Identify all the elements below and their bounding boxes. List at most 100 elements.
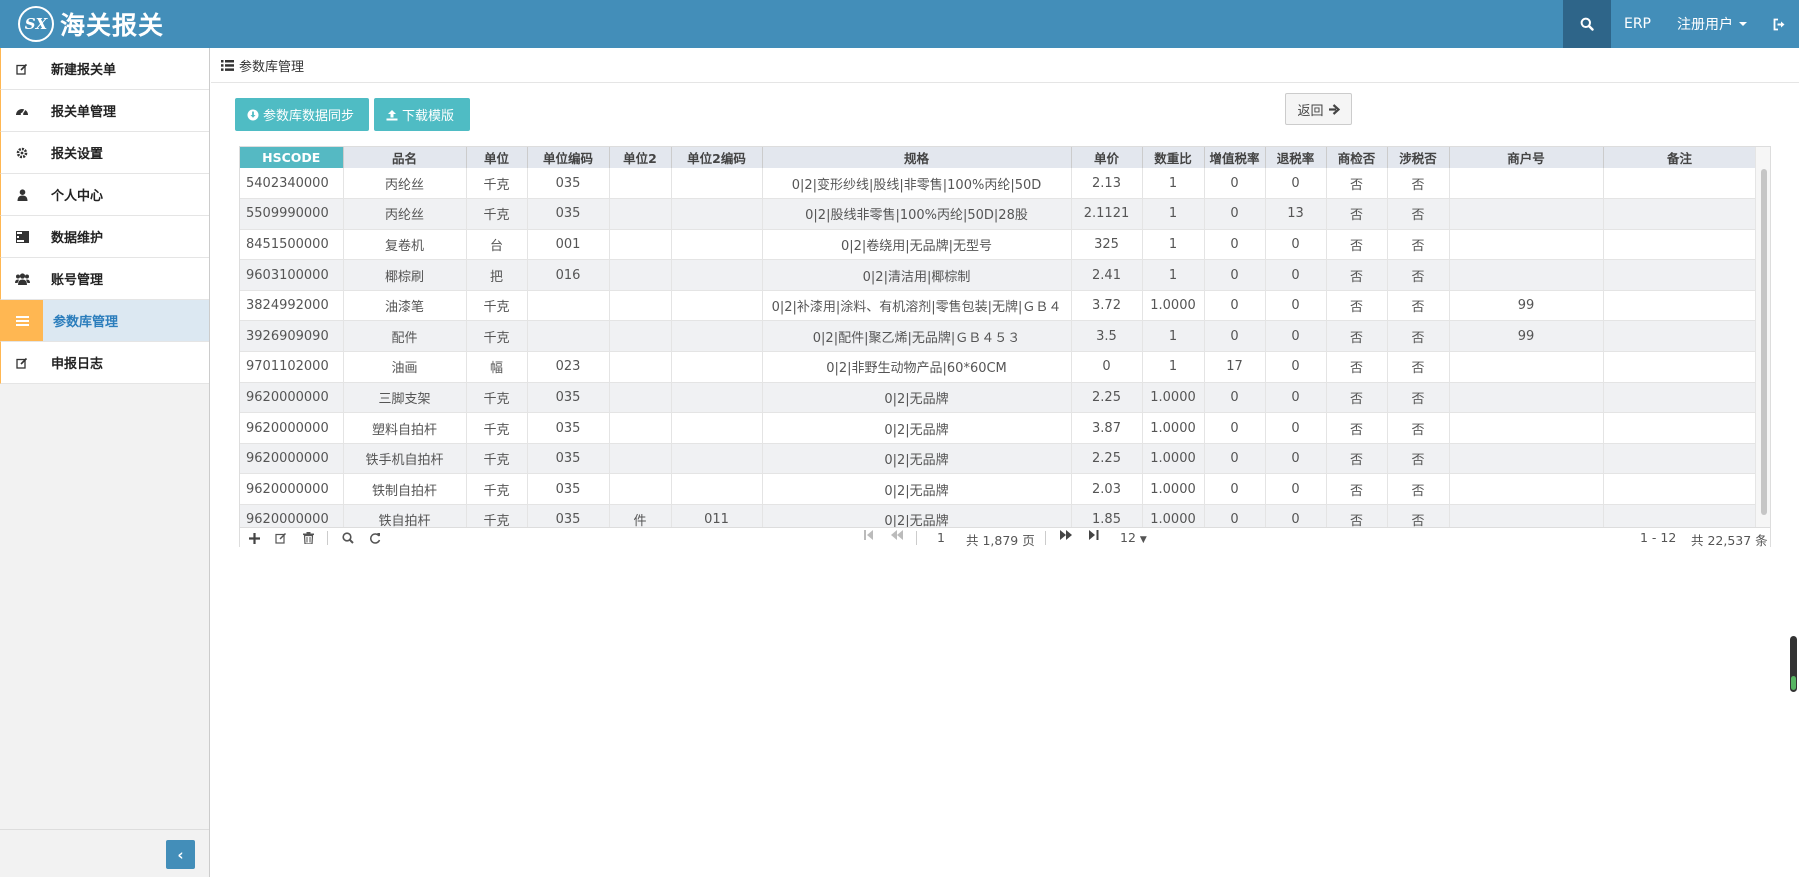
table-cell: 0|2|补漆用|涂料、有机溶剂|零售包装|无牌|ＧＢ４ xyxy=(762,290,1072,322)
column-header[interactable]: HSCODE xyxy=(240,147,344,168)
table-cell: 三脚支架 xyxy=(343,382,467,414)
column-header[interactable]: 涉税否 xyxy=(1387,147,1450,168)
sidebar-item-label: 个人中心 xyxy=(51,189,104,204)
table-row[interactable]: 9603100000 椰棕刷把 016 0|2|清洁用|椰棕制 2.41 1 0 0 否否 xyxy=(240,259,1756,291)
back-button[interactable]: 返回 xyxy=(1285,93,1352,125)
refresh-icon[interactable] xyxy=(367,530,383,546)
table-row[interactable]: 9620000000 铁自拍杆 千克 035 件 011 0|2|无品牌 1.85 1.0000… xyxy=(240,504,1756,527)
first-page-icon[interactable] xyxy=(864,530,874,543)
page-scrollbar[interactable] xyxy=(1790,636,1797,692)
table-cell: 千克 xyxy=(466,198,528,230)
column-header[interactable]: 备注 xyxy=(1603,147,1756,168)
erp-link[interactable]: ERP xyxy=(1611,0,1664,48)
brand[interactable]: SX 海关报关 xyxy=(18,6,164,42)
table-cell xyxy=(1449,198,1604,230)
column-header[interactable]: 数重比 xyxy=(1142,147,1205,168)
table-cell: 2.41 xyxy=(1071,259,1143,291)
table-cell xyxy=(1603,504,1756,527)
column-header[interactable]: 单价 xyxy=(1071,147,1143,168)
sync-button[interactable]: 参数库数据同步 xyxy=(235,98,369,131)
column-header[interactable]: 商检否 xyxy=(1326,147,1388,168)
current-page-input[interactable]: 1 xyxy=(937,530,945,545)
table-cell xyxy=(1449,443,1604,475)
table-cell xyxy=(609,198,672,230)
sidebar-item-personal-center[interactable]: 个人中心 xyxy=(0,174,209,216)
page-size-select[interactable]: 12 ▼ xyxy=(1120,530,1147,545)
sidebar-item-new-declaration[interactable]: 新建报关单 xyxy=(0,48,209,90)
table-cell: 千克 xyxy=(466,412,528,444)
table-cell: 油漆笔 xyxy=(343,290,467,322)
table-cell: 0 xyxy=(1265,351,1327,383)
page-size-value: 12 xyxy=(1120,530,1136,545)
edit-icon[interactable] xyxy=(273,530,289,546)
table-cell: 0|2|变形纱线|股线|非零售|100%丙纶|50D xyxy=(762,168,1072,200)
table-cell: 0 xyxy=(1204,412,1266,444)
table-cell xyxy=(609,168,672,200)
grid-body: HSCODE 品名 单位 单位编码 单位2 单位2编码 规格 单价 数重比 增值税率 退税率 商检否涉… xyxy=(240,147,1756,527)
sidebar-item-account-management[interactable]: 账号管理 xyxy=(0,258,209,300)
column-header[interactable]: 规格 xyxy=(762,147,1072,168)
table-cell xyxy=(609,290,672,322)
table-cell: 0 xyxy=(1265,290,1327,322)
sidebar-item-declaration-settings[interactable]: 报关设置 xyxy=(0,132,209,174)
column-header[interactable]: 增值税率 xyxy=(1204,147,1266,168)
table-row[interactable]: 9620000000 铁制自拍杆 千克 035 0|2|无品牌 2.03 1.0000 0 0 否… xyxy=(240,473,1756,506)
column-header[interactable]: 商户号 xyxy=(1449,147,1604,168)
column-header[interactable]: 单位 xyxy=(466,147,528,168)
user-label: 注册用户 xyxy=(1677,17,1733,33)
gear-icon xyxy=(1,132,43,173)
sidebar-collapse-button[interactable]: ‹ xyxy=(166,840,195,869)
table-cell: 035 xyxy=(527,412,610,444)
total-records-text: 共 22,537 条 xyxy=(1691,533,1768,548)
table-row[interactable]: 5402340000 丙纶丝 千克 035 0|2|变形纱线|股线|非零售|100%丙纶… xyxy=(240,168,1756,200)
table-cell: 1 xyxy=(1142,259,1205,291)
tasks-icon xyxy=(1,216,43,257)
table-cell: 否 xyxy=(1326,351,1388,383)
table-cell: 3.72 xyxy=(1071,290,1143,322)
column-header[interactable]: 退税率 xyxy=(1265,147,1327,168)
table-cell: 否 xyxy=(1387,168,1450,200)
table-row[interactable]: 3824992000 油漆笔 千克 0|2|补漆用|涂料、有机溶剂|零售包装|无牌|Ｇ… xyxy=(240,290,1756,322)
column-header[interactable]: 单位2 xyxy=(609,147,672,168)
search-icon[interactable] xyxy=(340,530,356,546)
table-cell: 铁制自拍杆 xyxy=(343,473,467,506)
logout-button[interactable] xyxy=(1760,0,1799,48)
grid-scrollbar[interactable] xyxy=(1755,147,1770,527)
table-row[interactable]: 9620000000 铁手机自拍杆 千克 035 0|2|无品牌 2.25 1.0000 0 0… xyxy=(240,443,1756,475)
table-cell xyxy=(1603,320,1756,353)
sidebar-item-parameter-library[interactable]: 参数库管理 xyxy=(0,300,209,342)
search-button[interactable] xyxy=(1562,0,1611,48)
grid-scrollbar-thumb[interactable] xyxy=(1761,169,1767,515)
column-header[interactable]: 单位2编码 xyxy=(671,147,763,168)
column-header[interactable]: 品名 xyxy=(343,147,467,168)
users-icon xyxy=(1,258,43,299)
sidebar-item-declaration-log[interactable]: 申报日志 xyxy=(0,342,209,384)
table-cell xyxy=(609,382,672,414)
top-navbar: SX 海关报关 ERP 注册用户 xyxy=(0,0,1799,48)
table-cell: 千克 xyxy=(466,290,528,322)
table-cell: 否 xyxy=(1387,473,1450,506)
table-cell: 否 xyxy=(1326,320,1388,353)
prev-page-icon[interactable] xyxy=(891,530,903,543)
user-menu[interactable]: 注册用户 xyxy=(1664,0,1760,48)
sidebar-item-declaration-management[interactable]: 报关单管理 xyxy=(0,90,209,132)
sidebar-item-label: 账号管理 xyxy=(51,273,104,288)
table-cell: 0 xyxy=(1204,320,1266,353)
table-cell xyxy=(609,473,672,506)
table-cell: 铁手机自拍杆 xyxy=(343,443,467,475)
next-page-icon[interactable] xyxy=(1060,530,1072,543)
table-row[interactable]: 5509990000 丙纶丝 千克 035 0|2|股线非零售|100%丙纶|50D|2… xyxy=(240,198,1756,230)
table-row[interactable]: 3926909090 配件 千克 0|2|配件|聚乙烯|无品牌|ＧＢ４５３ 3.5 1 0 0… xyxy=(240,320,1756,353)
table-row[interactable]: 9620000000 三脚支架 千克 035 0|2|无品牌 2.25 1.0000 0 0 否否 xyxy=(240,382,1756,414)
table-row[interactable]: 9620000000 塑料自拍杆 千克 035 0|2|无品牌 3.87 1.0000 0 0 否… xyxy=(240,412,1756,444)
last-page-icon[interactable] xyxy=(1089,530,1099,543)
table-row[interactable]: 8451500000 复卷机台 001 0|2|卷绕用|无品牌|无型号 325 1 0 0 否否 xyxy=(240,229,1756,261)
download-template-button[interactable]: 下载模版 xyxy=(374,98,470,131)
trash-icon[interactable] xyxy=(300,530,316,546)
add-icon[interactable] xyxy=(246,530,262,546)
sidebar-item-label: 报关设置 xyxy=(51,147,104,162)
table-row[interactable]: 9701102000 油画幅 023 0|2|非野生动物产品|60*60CM 0 1 17 0… xyxy=(240,351,1756,383)
column-header[interactable]: 单位编码 xyxy=(527,147,610,168)
sidebar-item-data-maintenance[interactable]: 数据维护 xyxy=(0,216,209,258)
table-cell xyxy=(671,473,763,506)
